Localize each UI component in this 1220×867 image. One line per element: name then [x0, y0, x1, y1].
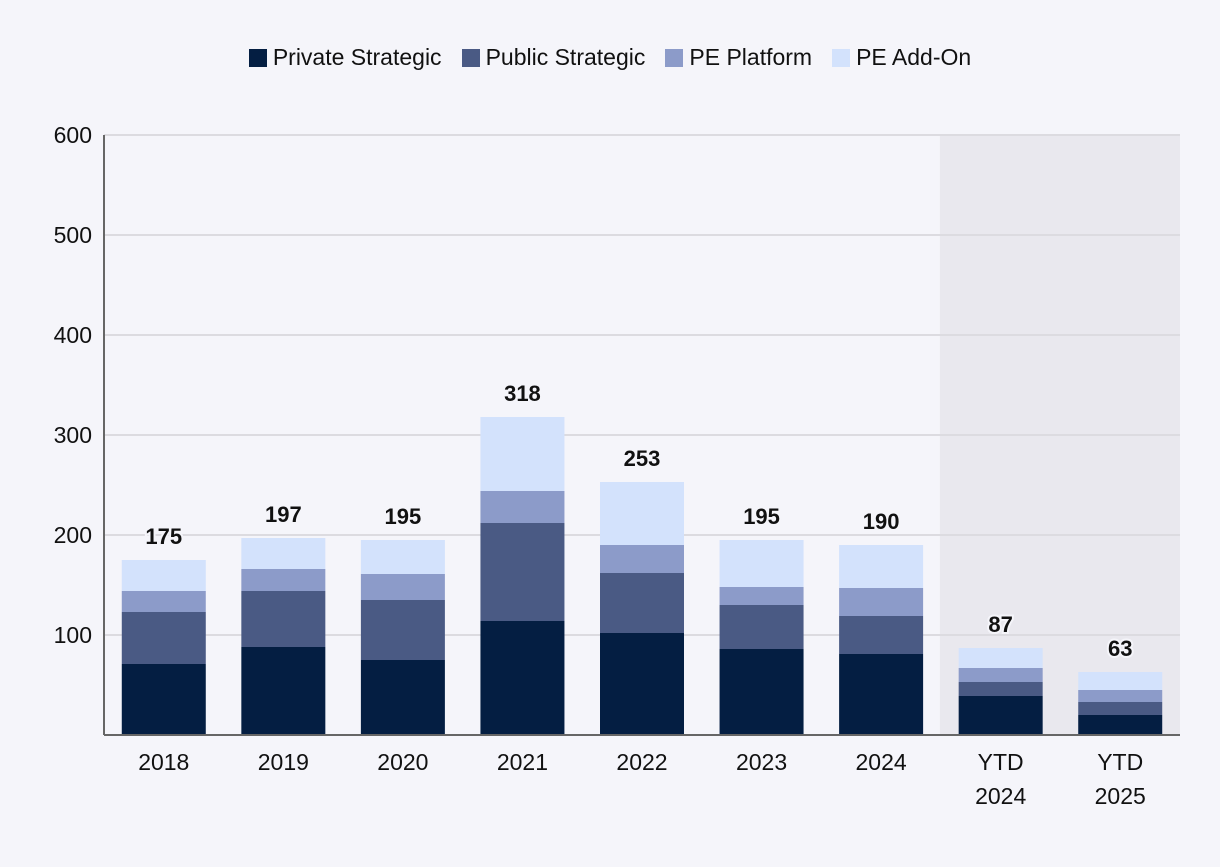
- bar-segment: [121, 664, 206, 735]
- y-tick-label: 300: [54, 422, 92, 448]
- bar-segment: [719, 649, 804, 735]
- legend-label: Private Strategic: [272, 44, 442, 70]
- y-tick-label: 400: [54, 322, 92, 348]
- bar-segment: [958, 696, 1043, 735]
- bar-segment: [1078, 672, 1163, 690]
- legend-item: Private Strategic: [248, 44, 442, 71]
- bar-segment: [480, 621, 565, 735]
- bar-segment: [480, 523, 565, 621]
- bar-segment: [600, 545, 684, 573]
- bar-segment: [958, 668, 1043, 682]
- bar-segment: [480, 491, 565, 523]
- x-tick-label: 2020: [377, 749, 428, 775]
- bar-segment: [241, 591, 326, 647]
- legend-swatch: [248, 48, 267, 67]
- bar-segment: [241, 569, 326, 591]
- total-label: 63: [1108, 636, 1132, 661]
- total-label: 195: [743, 504, 780, 529]
- total-label: 175: [145, 524, 182, 549]
- bar-segment: [1078, 715, 1163, 735]
- total-label: 195: [385, 504, 422, 529]
- bar-segment: [839, 654, 924, 735]
- bar-segment: [1078, 702, 1163, 715]
- bar-segment: [958, 682, 1043, 696]
- legend-item: Public Strategic: [461, 44, 646, 71]
- x-tick-label: 2021: [497, 749, 548, 775]
- total-label: 190: [863, 509, 900, 534]
- bar-segment: [600, 573, 684, 633]
- x-tick-label: 2024: [856, 749, 907, 775]
- x-tick-label: 2019: [258, 749, 309, 775]
- bar-segment: [600, 633, 684, 735]
- bar-segment: [600, 482, 684, 545]
- bar-segment: [360, 540, 445, 574]
- legend-label: PE Add-On: [856, 44, 972, 70]
- bar-segment: [121, 560, 206, 591]
- legend-swatch: [665, 48, 684, 67]
- bar-segment: [121, 612, 206, 664]
- total-label: 87: [988, 612, 1012, 637]
- bar-segment: [360, 660, 445, 735]
- bar-segment: [839, 588, 924, 616]
- y-tick-label: 500: [54, 222, 92, 248]
- bar-segment: [719, 605, 804, 649]
- x-tick-label: 2022: [616, 749, 667, 775]
- y-tick-label: 200: [54, 522, 92, 548]
- legend-item: PE Add-On: [832, 44, 971, 71]
- bar-segment: [241, 538, 326, 569]
- y-tick-label: 600: [54, 122, 92, 148]
- legend: Private Strategic Public Strategic PE Plat…: [0, 44, 1220, 71]
- total-label: 197: [265, 502, 302, 527]
- y-tick-label: 100: [54, 622, 92, 648]
- total-label: 318: [504, 381, 541, 406]
- x-tick-label: 2023: [736, 749, 787, 775]
- bar-segment: [360, 574, 445, 600]
- bar-segment: [1078, 690, 1163, 702]
- total-label: 253: [624, 446, 661, 471]
- bar-segment: [839, 616, 924, 654]
- bar-segment: [839, 545, 924, 588]
- bar-segment: [958, 648, 1043, 668]
- bar-segment: [480, 417, 565, 491]
- bar-segment: [360, 600, 445, 660]
- bar-segment: [241, 647, 326, 735]
- legend-swatch: [461, 48, 480, 67]
- legend-label: Public Strategic: [485, 44, 646, 70]
- bar-segment: [121, 591, 206, 612]
- x-tick-label: 2018: [138, 749, 189, 775]
- bar-segment: [719, 540, 804, 587]
- legend-item: PE Platform: [665, 44, 812, 71]
- x-tick-label: YTD 2025: [1095, 749, 1146, 809]
- legend-label: PE Platform: [689, 44, 813, 70]
- x-tick-label: YTD 2024: [975, 749, 1026, 809]
- legend-swatch: [832, 48, 851, 67]
- bar-segment: [719, 587, 804, 605]
